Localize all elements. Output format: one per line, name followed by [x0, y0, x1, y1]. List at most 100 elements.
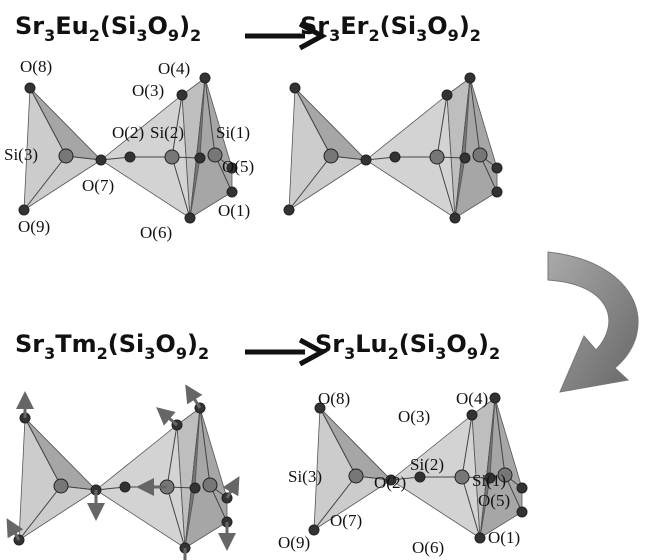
atom — [430, 150, 444, 164]
atom-label: Si(2) — [150, 123, 184, 142]
atom — [442, 90, 452, 100]
atom — [290, 83, 300, 93]
formula-part: Sr — [15, 330, 44, 358]
formula-part: Lu — [355, 330, 387, 358]
atom-label: O(2) — [112, 123, 144, 142]
atom — [177, 90, 187, 100]
atom — [284, 205, 294, 215]
formula-part: O — [155, 330, 175, 358]
formula-subscript: 2 — [190, 26, 201, 45]
atom — [465, 73, 475, 83]
atom — [25, 83, 35, 93]
atom — [517, 507, 527, 517]
atom-label: O(3) — [398, 407, 430, 426]
formula-part: Sr — [15, 12, 44, 40]
atom-label: O(8) — [318, 389, 350, 408]
atom — [54, 479, 68, 493]
structure — [284, 73, 502, 223]
atom-label: O(6) — [412, 538, 444, 557]
formula-subscript: 9 — [176, 344, 187, 363]
atom-label: O(7) — [82, 176, 114, 195]
formula: Sr3Lu2(Si3O9)2 — [315, 330, 500, 363]
atom-label: O(1) — [218, 201, 250, 220]
formula-subscript: 2 — [470, 26, 481, 45]
atom — [517, 483, 527, 493]
atom — [492, 187, 502, 197]
formula-subscript: 3 — [416, 26, 427, 45]
formula-subscript: 9 — [448, 26, 459, 45]
formula-part: O — [148, 12, 168, 40]
formula-subscript: 3 — [44, 344, 55, 363]
formula-part: O — [446, 330, 466, 358]
formula-part: (Si — [108, 330, 144, 358]
atom-label: O(5) — [222, 157, 254, 176]
atom-label: O(2) — [374, 473, 406, 492]
formula-subscript: 9 — [168, 26, 179, 45]
formula-subscript: 2 — [369, 26, 380, 45]
formula-part: (Si — [380, 12, 416, 40]
formula-part: Eu — [55, 12, 88, 40]
reaction-arrow — [245, 340, 322, 364]
atom — [492, 163, 502, 173]
atom — [96, 155, 106, 165]
atom — [475, 533, 485, 543]
atom — [185, 213, 195, 223]
atom-label: Si(3) — [288, 467, 322, 486]
formula-subscript: 2 — [198, 344, 209, 363]
atom — [349, 469, 363, 483]
atom — [455, 470, 469, 484]
atom — [460, 153, 470, 163]
atom-label: O(8) — [20, 57, 52, 76]
formula: Sr3Er2(Si3O9)2 — [300, 12, 481, 45]
formula-subscript: 2 — [388, 344, 399, 363]
formula: Sr3Eu2(Si3O9)2 — [15, 12, 201, 45]
formula-subscript: 3 — [344, 344, 355, 363]
atom-label: O(4) — [456, 389, 488, 408]
structure — [19, 73, 237, 223]
formula-part: ) — [459, 12, 470, 40]
atom — [59, 149, 73, 163]
formula: Sr3Tm2(Si3O9)2 — [15, 330, 209, 363]
atom — [125, 152, 135, 162]
formula-subscript: 2 — [489, 344, 500, 363]
formula-subscript: 2 — [89, 26, 100, 45]
atom-label: O(5) — [478, 491, 510, 510]
formula-part: ) — [478, 330, 489, 358]
atom-label: O(6) — [140, 223, 172, 242]
formula-part: Sr — [315, 330, 344, 358]
atom-label: O(7) — [330, 511, 362, 530]
formula-part: Tm — [55, 330, 96, 358]
atom-label: Si(2) — [410, 455, 444, 474]
atom — [190, 483, 200, 493]
formula-part: ) — [179, 12, 190, 40]
atom-label: Si(3) — [4, 145, 38, 164]
formula-subscript: 3 — [144, 344, 155, 363]
figure: Sr3Eu2(Si3O9)2O(8)O(4)O(3)Si(3)O(2)Si(2)… — [0, 0, 657, 560]
atom — [324, 149, 338, 163]
atom-label: O(4) — [158, 59, 190, 78]
formula-subscript: 3 — [136, 26, 147, 45]
atom — [203, 478, 217, 492]
atom-label: O(9) — [278, 533, 310, 552]
atom — [227, 187, 237, 197]
atom — [19, 205, 29, 215]
formula-part: (Si — [399, 330, 435, 358]
formula-subscript: 9 — [467, 344, 478, 363]
formula-part: Er — [340, 12, 368, 40]
atom-label: Si(1) — [216, 123, 250, 142]
curved-arrow — [548, 252, 638, 392]
atom — [450, 213, 460, 223]
atom — [165, 150, 179, 164]
formula-subscript: 2 — [97, 344, 108, 363]
atom — [490, 393, 500, 403]
formula-part: O — [427, 12, 447, 40]
atom — [467, 410, 477, 420]
atom-label: Si(1) — [472, 471, 506, 490]
atom-label: O(9) — [18, 217, 50, 236]
formula-part: Sr — [300, 12, 329, 40]
formula-subscript: 3 — [435, 344, 446, 363]
atom-label: O(3) — [132, 81, 164, 100]
atom — [309, 525, 319, 535]
atom — [195, 153, 205, 163]
formula-subscript: 3 — [329, 26, 340, 45]
